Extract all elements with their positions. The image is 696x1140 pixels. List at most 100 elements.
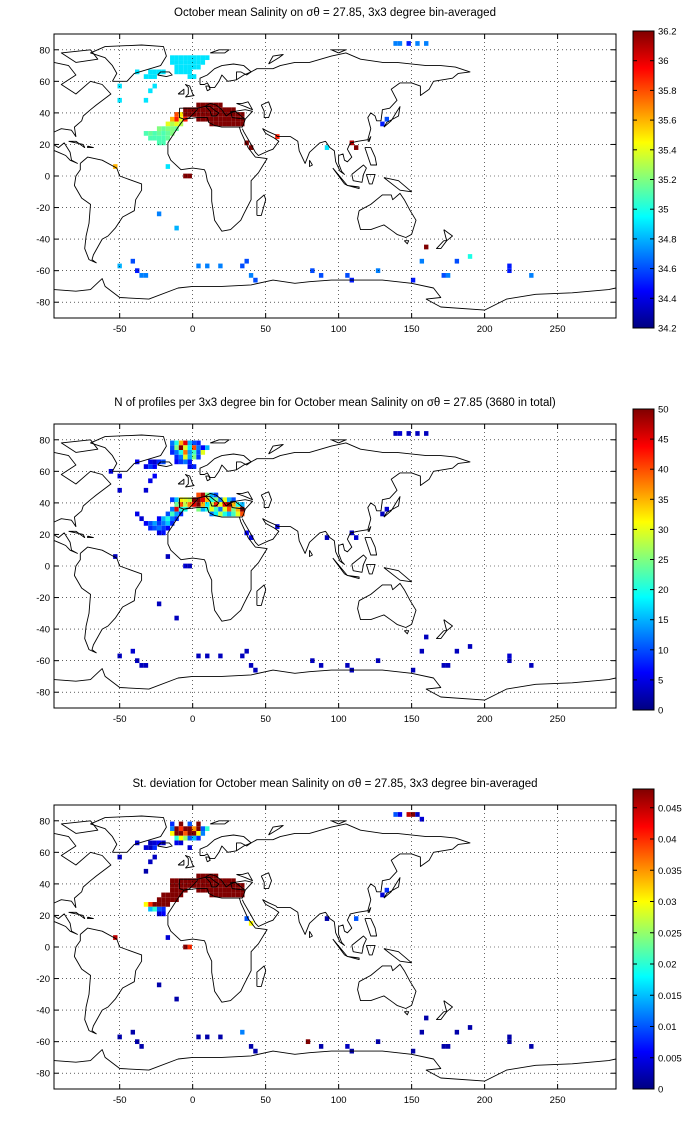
data-bin	[148, 69, 153, 75]
map-area	[54, 805, 616, 1089]
data-bin	[213, 506, 219, 512]
y-tick-label: 0	[45, 562, 50, 573]
coastline	[167, 507, 268, 622]
data-bin	[205, 107, 210, 113]
x-tick-label: -50	[113, 714, 127, 725]
data-bin	[231, 112, 236, 117]
data-bin	[170, 450, 175, 455]
colorbar-tick-label: 34.2	[658, 324, 677, 335]
x-tick-label: -50	[113, 1095, 127, 1106]
data-bin	[245, 27, 249, 32]
data-bin	[139, 273, 144, 278]
data-bin	[419, 648, 425, 654]
coastline	[54, 278, 616, 311]
data-bin	[143, 273, 149, 278]
data-bin	[187, 74, 192, 79]
data-bin	[130, 1029, 136, 1035]
y-tick-label: 60	[39, 467, 50, 478]
coastline	[365, 173, 376, 185]
data-bin	[196, 60, 201, 65]
coastline	[403, 630, 410, 635]
data-bin	[196, 112, 201, 117]
coastline	[54, 668, 616, 701]
data-bin	[156, 840, 162, 846]
data-bin	[183, 64, 188, 70]
data-bin	[384, 887, 390, 893]
coastline	[256, 194, 267, 216]
data-bin	[318, 663, 324, 668]
data-bin	[218, 102, 223, 108]
coastline	[357, 192, 417, 238]
data-bin	[143, 74, 149, 79]
data-bin	[191, 464, 197, 469]
x-tick-label: 250	[550, 1095, 566, 1106]
data-bin	[152, 83, 157, 89]
coastline	[87, 916, 94, 920]
coastline	[403, 240, 410, 245]
data-bin	[397, 431, 403, 436]
data-bin	[117, 263, 122, 269]
coastline	[184, 474, 195, 488]
data-bin	[152, 854, 157, 860]
data-bin	[183, 878, 188, 884]
data-bin	[507, 658, 512, 664]
data-bin	[178, 55, 184, 61]
data-bin	[165, 892, 171, 898]
data-bin	[165, 525, 171, 531]
data-bin	[174, 454, 179, 460]
y-tick-label: 80	[39, 435, 50, 446]
data-bin	[205, 112, 210, 117]
colorbar-tick-label: 34.4	[658, 294, 677, 305]
data-bin	[139, 516, 144, 522]
coastline	[351, 554, 367, 573]
colorbar-tick-label: 35.8	[658, 86, 677, 97]
y-tick-label: 60	[39, 77, 50, 88]
data-bin	[200, 873, 206, 879]
data-bin	[187, 821, 192, 827]
data-bin	[170, 826, 175, 832]
data-bin	[191, 445, 197, 451]
data-bin	[174, 440, 179, 446]
data-bin	[196, 826, 201, 832]
data-bin	[183, 107, 188, 113]
data-bin	[393, 431, 398, 436]
data-bin	[240, 112, 245, 117]
data-bin	[161, 131, 166, 136]
data-bin	[445, 663, 451, 668]
data-bin	[222, 497, 227, 503]
data-bin	[222, 887, 227, 893]
data-bin	[191, 107, 197, 113]
data-bin	[183, 69, 188, 75]
data-bin	[235, 892, 241, 898]
data-bin	[191, 497, 197, 503]
data-bin	[253, 1048, 258, 1054]
data-bin	[415, 41, 420, 46]
data-bin	[441, 273, 446, 278]
coastline	[351, 935, 367, 954]
data-bin	[226, 121, 232, 127]
data-bin	[213, 112, 219, 117]
data-bin	[183, 502, 188, 507]
y-tick-label: -20	[36, 203, 50, 214]
colorbar-tick-label: 50	[658, 405, 669, 416]
y-tick-label: -60	[36, 266, 50, 277]
data-bin	[156, 911, 162, 917]
data-bin	[170, 883, 175, 888]
data-bin	[174, 116, 179, 122]
x-tick-label: 250	[550, 324, 566, 335]
data-bin	[187, 835, 192, 841]
data-bin	[187, 464, 192, 469]
coastline	[403, 1011, 410, 1016]
data-bin	[161, 530, 166, 536]
data-bin	[178, 821, 184, 827]
coastline	[199, 63, 252, 89]
data-bin	[200, 887, 206, 893]
data-bin	[178, 831, 184, 836]
data-bin	[165, 135, 171, 141]
data-bin	[161, 897, 166, 903]
x-tick-label: 100	[331, 714, 347, 725]
coastline	[309, 930, 313, 938]
data-bin	[148, 131, 153, 136]
coastline	[60, 820, 99, 834]
data-bin	[200, 116, 206, 122]
